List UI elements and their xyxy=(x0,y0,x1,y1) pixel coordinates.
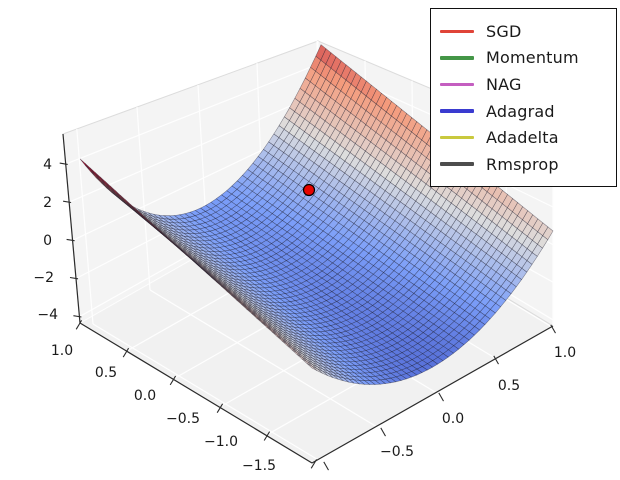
surface-mesh xyxy=(79,44,554,385)
legend-label-sgd: SGD xyxy=(486,21,522,41)
legend: SGD Momentum NAG Adagrad Adadelta Rmspro… xyxy=(430,8,617,187)
z-tick-label: 4 xyxy=(43,157,52,173)
legend-label-adagrad: Adagrad xyxy=(486,101,555,121)
y-tick-label: 1.0 xyxy=(554,345,576,361)
x-tick-label: 0.0 xyxy=(134,388,156,404)
x-tick-label: −1.0 xyxy=(204,434,238,450)
legend-swatch-adagrad xyxy=(440,109,474,113)
start-point-marker xyxy=(302,183,316,197)
z-tick-labels: 4 2 0 −2 −4 xyxy=(33,157,58,323)
legend-item-nag: NAG xyxy=(431,71,616,98)
z-tick-label: 2 xyxy=(43,195,52,211)
legend-label-momentum: Momentum xyxy=(486,48,579,68)
legend-label-adadelta: Adadelta xyxy=(486,128,559,148)
legend-item-sgd: SGD xyxy=(431,18,616,45)
axis-lines xyxy=(59,133,556,471)
legend-swatch-sgd xyxy=(440,29,474,34)
x-tick-label: 0.5 xyxy=(95,365,117,381)
x-tick-labels: 1.0 0.5 0.0 −0.5−1.0−1.5 xyxy=(51,343,276,474)
y-tick-label: 0.0 xyxy=(442,411,464,427)
z-tick-label: −2 xyxy=(33,270,54,286)
legend-swatch-rmsprop xyxy=(440,162,474,167)
legend-swatch-nag xyxy=(440,82,474,87)
y-tick-label: 0.5 xyxy=(498,378,520,394)
z-tick-label: −4 xyxy=(37,307,58,323)
z-tick-label: 0 xyxy=(43,233,52,249)
x-tick-label: −0.5 xyxy=(166,411,200,427)
y-tick-label: −0.5 xyxy=(380,444,414,460)
legend-item-rmsprop: Rmsprop xyxy=(431,151,616,178)
legend-item-adadelta: Adadelta xyxy=(431,124,616,151)
legend-item-momentum: Momentum xyxy=(431,45,616,72)
x-tick-label: −1.5 xyxy=(242,458,276,474)
legend-swatch-momentum xyxy=(440,56,474,60)
legend-item-adagrad: Adagrad xyxy=(431,98,616,125)
y-tick-labels: −0.5 0.0 0.5 1.0 xyxy=(380,345,576,460)
legend-label-rmsprop: Rmsprop xyxy=(486,154,559,174)
legend-label-nag: NAG xyxy=(486,74,522,94)
legend-swatch-adadelta xyxy=(440,135,474,140)
x-tick-label: 1.0 xyxy=(51,343,73,359)
